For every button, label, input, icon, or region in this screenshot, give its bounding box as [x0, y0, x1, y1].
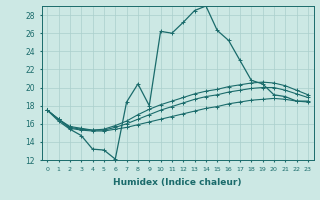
X-axis label: Humidex (Indice chaleur): Humidex (Indice chaleur)	[113, 178, 242, 186]
